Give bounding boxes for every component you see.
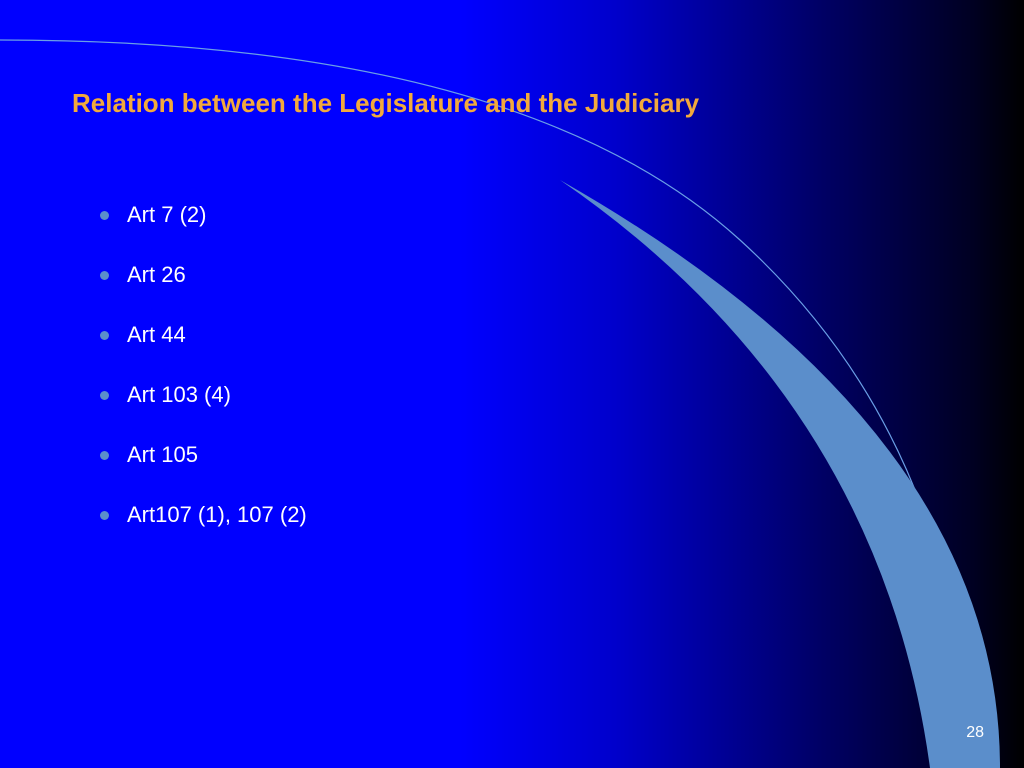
bullet-label: Art 105: [127, 442, 198, 468]
bullet-dot-icon: [100, 391, 109, 400]
bullet-list: Art 7 (2) Art 26 Art 44 Art 103 (4) Art 105 A…: [100, 185, 307, 545]
list-item: Art 7 (2): [100, 185, 307, 245]
list-item: Art 105: [100, 425, 307, 485]
bullet-dot-icon: [100, 451, 109, 460]
page-number: 28: [966, 724, 984, 742]
bullet-dot-icon: [100, 211, 109, 220]
bullet-dot-icon: [100, 511, 109, 520]
bullet-dot-icon: [100, 331, 109, 340]
list-item: Art 103 (4): [100, 365, 307, 425]
bullet-label: Art 44: [127, 322, 186, 348]
list-item: Art 26: [100, 245, 307, 305]
bullet-dot-icon: [100, 271, 109, 280]
bullet-label: Art 7 (2): [127, 202, 206, 228]
bullet-label: Art 103 (4): [127, 382, 231, 408]
bullet-label: Art 26: [127, 262, 186, 288]
list-item: Art107 (1), 107 (2): [100, 485, 307, 545]
slide-title: Relation between the Legislature and the…: [72, 88, 699, 119]
list-item: Art 44: [100, 305, 307, 365]
bullet-label: Art107 (1), 107 (2): [127, 502, 307, 528]
